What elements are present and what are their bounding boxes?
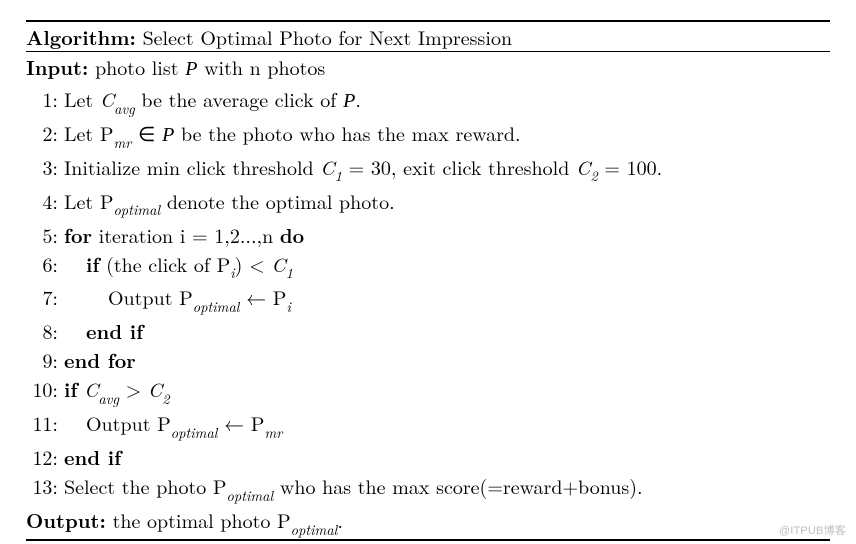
step-body: Select the photo Poptimal who has the ma… (64, 471, 643, 505)
subscript: 1 (335, 166, 342, 186)
step-number: 9: (26, 345, 58, 374)
cal-set: P (162, 124, 174, 146)
subscript: i (286, 297, 290, 317)
output-line: Output: the optimal photo Poptimal. (26, 505, 830, 539)
step-number: 4: (26, 186, 58, 215)
input-text-1: photo list (95, 52, 185, 81)
step-body: end for (64, 345, 136, 374)
rule-bottom (26, 539, 830, 541)
step-line: 5:for iteration i = 1,2...,n do (26, 220, 830, 249)
subscript: 2 (162, 389, 169, 409)
step-body: end if (64, 316, 143, 345)
step-number: 3: (26, 152, 58, 181)
subscript: avg (114, 99, 135, 119)
keyword: end for (64, 345, 136, 374)
output-text-1: the optimal photo P (113, 505, 291, 534)
step-number: 5: (26, 220, 58, 249)
step-line: 9:end for (26, 345, 830, 374)
subscript: optimal (113, 200, 160, 220)
output-label: Output: (26, 505, 106, 534)
step-body: end if (64, 442, 121, 471)
keyword: end if (86, 316, 143, 345)
keyword: end if (64, 442, 121, 471)
step-body: Initialize min click threshold C1 = 30, … (64, 152, 662, 186)
step-line: 2:Let Pmr ∈ P be the photo who has the m… (26, 118, 830, 152)
subscript: mr (113, 133, 131, 153)
algorithm-block: Algorithm: Select Optimal Photo for Next… (26, 20, 830, 541)
step-line: 6:if (the click of Pi) < C1 (26, 249, 830, 283)
input-line: Input: photo list P with n photos (26, 52, 830, 84)
step-body: if Cavg > C2 (64, 374, 170, 408)
step-line: 12:end if (26, 442, 830, 471)
input-text-2: with n photos (197, 52, 325, 81)
step-body: Output Poptimal ← Pmr (64, 408, 282, 442)
step-line: 13:Select the photo Poptimal who has the… (26, 471, 830, 505)
cal-set: P (343, 90, 355, 112)
step-number: 10: (26, 374, 58, 403)
input-label: Input: (26, 52, 88, 81)
subscript: mr (264, 423, 282, 443)
step-number: 1: (26, 84, 58, 113)
step-body: for iteration i = 1,2...,n do (64, 220, 304, 249)
watermark: @ITPUB博客 (779, 522, 846, 538)
keyword: do (280, 220, 304, 249)
subscript: optimal (193, 297, 240, 317)
math-var: C (320, 152, 334, 181)
step-body: if (the click of Pi) < C1 (64, 249, 293, 283)
math-var: C (576, 152, 590, 181)
subscript: i (230, 263, 234, 283)
step-number: 11: (26, 408, 58, 437)
algorithm-label: Algorithm: (26, 22, 136, 51)
step-line: 1:Let Cavg be the average click of P. (26, 84, 830, 118)
math-var: C (271, 249, 285, 278)
keyword: if (64, 374, 77, 403)
step-body: Let Cavg be the average click of P. (64, 84, 361, 118)
math-var: C (84, 374, 98, 403)
output-sub: optimal (291, 520, 338, 540)
math-var: C (148, 374, 162, 403)
step-number: 8: (26, 316, 58, 345)
step-body: Output Poptimal ← Pi (64, 282, 291, 316)
input-set: P (185, 58, 197, 80)
subscript: 1 (286, 263, 293, 283)
output-text-2: . (337, 505, 343, 534)
step-line: 4:Let Poptimal denote the optimal photo. (26, 186, 830, 220)
step-number: 7: (26, 282, 58, 311)
step-number: 2: (26, 118, 58, 147)
step-number: 13: (26, 471, 58, 500)
step-number: 6: (26, 249, 58, 278)
step-line: 10:if Cavg > C2 (26, 374, 830, 408)
step-line: 11:Output Poptimal ← Pmr (26, 408, 830, 442)
subscript: 2 (590, 166, 597, 186)
algorithm-title: Select Optimal Photo for Next Impression (143, 22, 513, 51)
subscript: avg (98, 389, 119, 409)
algorithm-title-line: Algorithm: Select Optimal Photo for Next… (26, 22, 830, 51)
step-line: 3:Initialize min click threshold C1 = 30… (26, 152, 830, 186)
step-line: 7:Output Poptimal ← Pi (26, 282, 830, 316)
subscript: optimal (171, 423, 218, 443)
step-body: Let Poptimal denote the optimal photo. (64, 186, 395, 220)
step-line: 8: end if (26, 316, 830, 345)
subscript: optimal (227, 486, 274, 506)
keyword: if (86, 249, 99, 278)
steps-container: 1:Let Cavg be the average click of P.2:L… (26, 84, 830, 505)
step-body: Let Pmr ∈ P be the photo who has the max… (64, 118, 521, 152)
keyword: for (64, 220, 92, 249)
math-var: C (100, 84, 114, 113)
step-number: 12: (26, 442, 58, 471)
